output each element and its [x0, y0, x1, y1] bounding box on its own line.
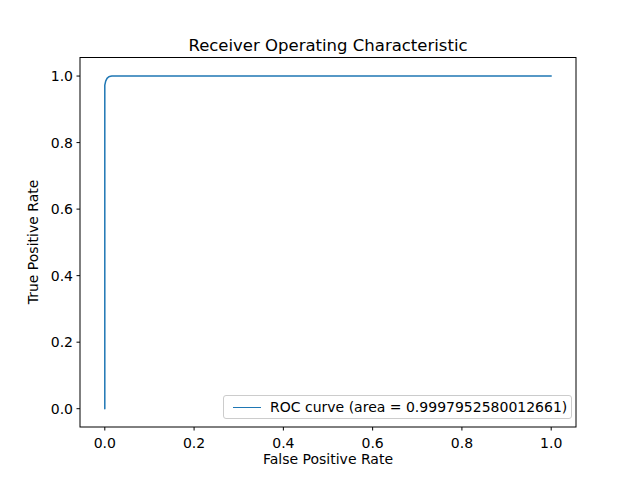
- y-axis-label: True Positive Rate: [26, 180, 40, 305]
- x-tick-label: 0.6: [361, 436, 383, 450]
- x-tick-label: 0.2: [183, 436, 205, 450]
- y-tick-label: 0.8: [33, 136, 73, 150]
- y-tick-label: 0.4: [33, 269, 73, 283]
- y-tick-label: 0.0: [33, 402, 73, 416]
- roc-chart-figure: Receiver Operating Characteristic False …: [0, 0, 640, 480]
- axes-frame: [80, 58, 576, 428]
- y-tick-label: 1.0: [33, 69, 73, 83]
- x-axis-label: False Positive Rate: [80, 452, 576, 466]
- x-tick-label: 0.8: [451, 436, 473, 450]
- legend-line-sample: [233, 407, 261, 408]
- x-tick-label: 1.0: [540, 436, 562, 450]
- chart-title: Receiver Operating Characteristic: [80, 36, 576, 55]
- roc-curve-line: [105, 76, 551, 409]
- x-tick-label: 0.4: [272, 436, 294, 450]
- legend: ROC curve (area = 0.9997952580012661): [223, 395, 572, 419]
- x-tick-label: 0.0: [94, 436, 116, 450]
- y-tick-label: 0.6: [33, 202, 73, 216]
- y-tick-label: 0.2: [33, 335, 73, 349]
- legend-label: ROC curve (area = 0.9997952580012661): [270, 400, 567, 414]
